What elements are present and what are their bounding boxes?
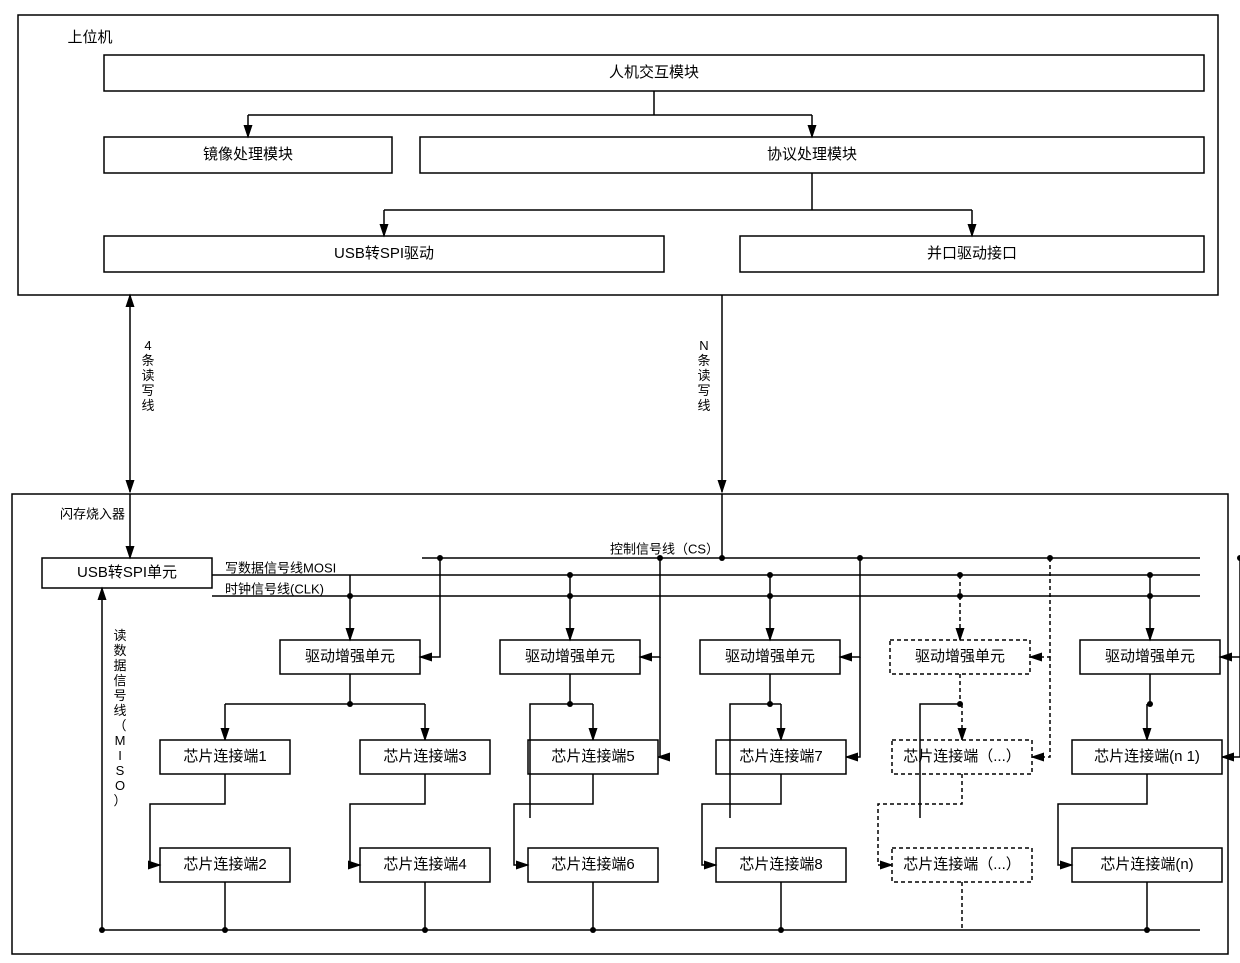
svg-text:芯片连接端(n 1): 芯片连接端(n 1) bbox=[1094, 748, 1200, 765]
svg-text:据: 据 bbox=[113, 658, 126, 673]
svg-text:芯片连接端1: 芯片连接端1 bbox=[183, 748, 266, 765]
svg-text:数: 数 bbox=[113, 643, 126, 658]
svg-text:芯片连接端6: 芯片连接端6 bbox=[551, 856, 634, 873]
svg-text:USB转SPI驱动: USB转SPI驱动 bbox=[334, 245, 434, 262]
svg-text:镜像处理模块: 镜像处理模块 bbox=[203, 145, 293, 163]
svg-text:S: S bbox=[116, 763, 125, 778]
svg-text:芯片连接端5: 芯片连接端5 bbox=[551, 748, 634, 765]
svg-text:协议处理模块: 协议处理模块 bbox=[767, 146, 857, 163]
svg-text:闪存烧入器: 闪存烧入器 bbox=[60, 506, 125, 521]
svg-text:芯片连接端3: 芯片连接端3 bbox=[383, 748, 466, 765]
svg-text:I: I bbox=[118, 748, 122, 763]
svg-text:芯片连接端8: 芯片连接端8 bbox=[739, 856, 822, 873]
svg-text:写: 写 bbox=[697, 383, 710, 398]
svg-text:读: 读 bbox=[697, 368, 710, 383]
svg-text:（: （ bbox=[113, 718, 126, 733]
svg-text:并口驱动接口: 并口驱动接口 bbox=[927, 245, 1017, 262]
svg-text:驱动增强单元: 驱动增强单元 bbox=[915, 648, 1005, 665]
svg-text:信: 信 bbox=[113, 673, 126, 688]
svg-text:USB转SPI单元: USB转SPI单元 bbox=[77, 564, 177, 581]
svg-text:写: 写 bbox=[141, 383, 154, 398]
svg-text:4: 4 bbox=[144, 338, 151, 353]
svg-text:芯片连接端(n): 芯片连接端(n) bbox=[1100, 856, 1193, 873]
svg-text:读: 读 bbox=[113, 628, 126, 643]
svg-text:人机交互模块: 人机交互模块 bbox=[609, 63, 699, 81]
svg-text:芯片连接端（...）: 芯片连接端（...） bbox=[903, 748, 1021, 765]
svg-text:控制信号线（CS）: 控制信号线（CS） bbox=[610, 541, 719, 556]
svg-text:线: 线 bbox=[697, 398, 710, 413]
svg-text:线: 线 bbox=[141, 398, 154, 413]
svg-text:条: 条 bbox=[141, 353, 154, 368]
svg-text:M: M bbox=[115, 733, 126, 748]
svg-text:驱动增强单元: 驱动增强单元 bbox=[725, 648, 815, 665]
svg-text:时钟信号线(CLK): 时钟信号线(CLK) bbox=[225, 581, 324, 596]
svg-text:O: O bbox=[115, 778, 125, 793]
svg-text:芯片连接端2: 芯片连接端2 bbox=[183, 856, 266, 873]
svg-text:线: 线 bbox=[113, 703, 126, 718]
svg-text:写数据信号线MOSI: 写数据信号线MOSI bbox=[225, 560, 336, 575]
svg-text:）: ） bbox=[113, 793, 126, 808]
svg-text:读: 读 bbox=[141, 368, 154, 383]
svg-text:芯片连接端7: 芯片连接端7 bbox=[739, 748, 822, 765]
svg-text:N: N bbox=[699, 338, 708, 353]
svg-text:芯片连接端（...）: 芯片连接端（...） bbox=[903, 856, 1021, 873]
svg-text:号: 号 bbox=[113, 688, 126, 703]
svg-text:芯片连接端4: 芯片连接端4 bbox=[383, 856, 466, 873]
svg-text:驱动增强单元: 驱动增强单元 bbox=[1105, 648, 1195, 665]
svg-text:条: 条 bbox=[697, 353, 710, 368]
svg-text:上位机: 上位机 bbox=[67, 29, 112, 46]
svg-text:驱动增强单元: 驱动增强单元 bbox=[305, 648, 395, 665]
svg-text:驱动增强单元: 驱动增强单元 bbox=[525, 648, 615, 665]
